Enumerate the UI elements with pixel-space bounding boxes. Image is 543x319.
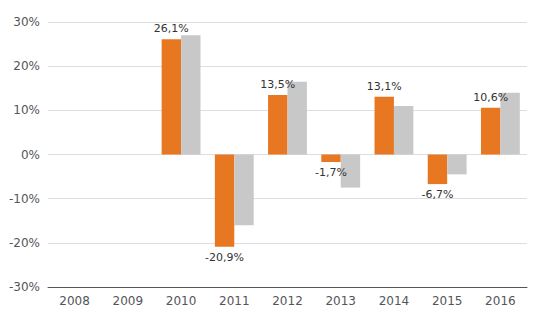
svg-text:2015: 2015 [432,294,463,308]
svg-text:-1,7%: -1,7% [315,166,347,179]
svg-text:20%: 20% [13,59,40,73]
svg-text:2014: 2014 [379,294,410,308]
svg-text:2009: 2009 [113,294,144,308]
svg-text:-10%: -10% [9,192,40,206]
svg-text:26,1%: 26,1% [154,22,189,35]
svg-text:2008: 2008 [59,294,90,308]
svg-text:10%: 10% [13,103,40,117]
svg-text:2013: 2013 [325,294,356,308]
svg-text:-6,7%: -6,7% [421,188,453,201]
svg-text:0%: 0% [21,148,40,162]
svg-text:2016: 2016 [485,294,516,308]
svg-text:2012: 2012 [272,294,303,308]
svg-text:10,6%: 10,6% [473,91,508,104]
svg-text:-30%: -30% [9,280,40,294]
svg-text:-20%: -20% [9,236,40,250]
svg-text:13,1%: 13,1% [367,80,402,93]
svg-text:-20,9%: -20,9% [205,251,244,264]
svg-text:2011: 2011 [219,294,250,308]
svg-text:13,5%: 13,5% [260,78,295,91]
svg-text:30%: 30% [13,15,40,29]
svg-text:2010: 2010 [166,294,197,308]
